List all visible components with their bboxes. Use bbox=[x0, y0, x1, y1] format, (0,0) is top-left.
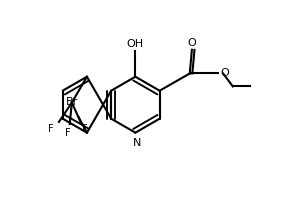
Text: O: O bbox=[220, 68, 229, 78]
Text: F: F bbox=[65, 128, 70, 138]
Text: F: F bbox=[48, 124, 53, 134]
Text: Br: Br bbox=[66, 97, 78, 107]
Text: F: F bbox=[82, 124, 88, 134]
Text: N: N bbox=[133, 138, 142, 148]
Text: O: O bbox=[187, 38, 196, 48]
Text: OH: OH bbox=[127, 39, 144, 49]
